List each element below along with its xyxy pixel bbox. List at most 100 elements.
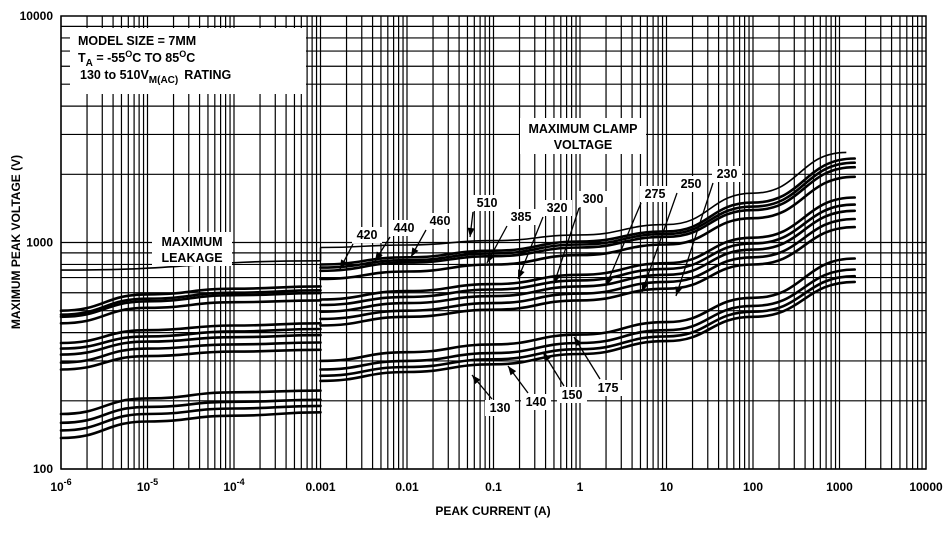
rating-label-bg <box>485 400 515 416</box>
pointer-line <box>675 182 714 297</box>
clamp-curve-275 <box>319 209 856 313</box>
arrowhead-icon <box>508 366 517 376</box>
clamp-label-line1: MAXIMUM CLAMP <box>528 122 637 136</box>
x-tick-label: 1 <box>577 480 584 494</box>
rating-label-bg <box>593 380 623 396</box>
leakage-curve-175 <box>59 389 322 416</box>
x-tick-label: 0.1 <box>485 480 502 494</box>
rating-label-text: 140 <box>526 395 547 409</box>
rating-label-text: 460 <box>430 214 451 228</box>
rating-label-bg <box>542 200 572 216</box>
chart-curves <box>59 151 856 440</box>
plot-frame <box>60 15 927 470</box>
clamp-annotation-bg <box>520 118 646 154</box>
arrowhead-icon <box>487 253 495 263</box>
rating-label-175: 175 <box>573 336 623 396</box>
rating-label-275: 275 <box>605 186 670 287</box>
clamp-curve-150 <box>319 268 856 371</box>
arrowhead-icon <box>467 227 475 237</box>
rating-label-300: 300 <box>553 191 608 285</box>
leakage-curve-385 <box>59 299 322 325</box>
x-tick-label: 100 <box>743 480 763 494</box>
leakage-label-line2: LEAKAGE <box>161 251 222 265</box>
leakage-label-line1: MAXIMUM <box>161 235 222 249</box>
leakage-curve-130 <box>59 411 322 440</box>
rating-label-bg <box>506 209 536 225</box>
rating-label-bg <box>352 227 382 243</box>
rating-label-text: 440 <box>394 221 415 235</box>
clamp-curve-300 <box>319 203 856 307</box>
rating-label-bg <box>578 191 608 207</box>
clamp-curve-250 <box>319 217 856 321</box>
leakage-curve-275 <box>59 333 322 356</box>
arrowhead-icon <box>411 247 419 257</box>
rating-label-text: 175 <box>598 381 619 395</box>
rating-label-bg <box>712 166 742 182</box>
rating-label-385: 385 <box>486 209 536 264</box>
pointer-line <box>641 192 678 293</box>
rating-label-230: 230 <box>675 166 742 297</box>
rating-label-bg <box>425 213 455 229</box>
leakage-curve-150 <box>59 398 322 425</box>
arrowhead-icon <box>641 282 649 292</box>
rating-label-text: 510 <box>477 196 498 210</box>
x-tick-label: 10-6 <box>50 477 71 494</box>
rating-label-text: 130 <box>490 401 511 415</box>
x-tick-label: 1000 <box>826 480 853 494</box>
clamp-curve-510 <box>320 151 847 249</box>
clamp-label-line2: VOLTAGE <box>554 138 613 152</box>
rating-label-text: 300 <box>583 192 604 206</box>
arrowhead-icon <box>375 251 383 261</box>
rating-label-bg <box>640 186 670 202</box>
rating-label-320: 320 <box>517 200 572 280</box>
y-tick-label: 10000 <box>20 9 54 23</box>
axis-labels: 10-6 10-5 10-4 0.001 0.01 0.1 1 10 100 1000 10000 1… <box>20 9 943 494</box>
leakage-curve-230 <box>59 348 322 371</box>
rating-label-text: 385 <box>511 210 532 224</box>
leakage-annotation-bg <box>152 232 232 266</box>
x-tick-label: 10-5 <box>137 477 158 494</box>
rating-label-text: 150 <box>562 388 583 402</box>
rating-label-130: 130 <box>471 374 515 416</box>
clamp-curve-175 <box>319 257 856 363</box>
info-rating: 130 to 510VM(AC) RATING <box>80 68 231 86</box>
clamp-curve-420 <box>319 165 856 273</box>
clamp-curve-130 <box>319 280 856 383</box>
info-box: MODEL SIZE = 7MM TA = -55OC TO 85OC 130 … <box>70 28 306 94</box>
x-tick-label: 0.01 <box>395 480 419 494</box>
rating-labels: 420 440 460 510 385 320 300 275 250 230 130 140 150 1… <box>339 166 742 416</box>
leakage-curve-460 <box>59 285 322 312</box>
rating-label-text: 420 <box>357 228 378 242</box>
arrowhead-icon <box>553 274 561 284</box>
rating-label-bg <box>557 387 587 403</box>
x-tick-label: 10-4 <box>223 477 244 494</box>
info-box-background <box>70 28 306 94</box>
rating-label-510: 510 <box>467 195 502 238</box>
pointer-line <box>553 207 580 285</box>
info-model-size: MODEL SIZE = 7MM <box>78 34 196 48</box>
rating-label-text: 320 <box>547 201 568 215</box>
arrowhead-icon <box>518 269 525 279</box>
rating-label-440: 440 <box>374 220 419 262</box>
x-axis-title: PEAK CURRENT (A) <box>435 504 550 518</box>
clamp-curve-140 <box>319 274 856 378</box>
rating-label-text: 230 <box>717 167 738 181</box>
arrowhead-icon <box>574 337 582 347</box>
pointer-line <box>517 216 544 280</box>
arrowhead-icon <box>472 375 481 385</box>
rating-label-250: 250 <box>641 176 706 293</box>
leakage-curve-250 <box>59 341 322 364</box>
arrowhead-icon <box>675 286 683 296</box>
rating-label-140: 140 <box>507 365 551 410</box>
info-temperature: TA = -55OC TO 85OC <box>78 49 195 69</box>
rating-label-bg <box>521 394 551 410</box>
leakage-curve-300 <box>59 327 322 350</box>
arrowhead-icon <box>340 259 348 269</box>
leakage-curve-320 <box>59 322 322 345</box>
clamp-curve-440 <box>319 161 856 269</box>
clamp-annotation: MAXIMUM CLAMP VOLTAGE <box>520 118 646 154</box>
leakage-curve-440 <box>59 289 322 316</box>
rating-label-bg <box>389 220 419 236</box>
rating-label-bg <box>676 176 706 192</box>
